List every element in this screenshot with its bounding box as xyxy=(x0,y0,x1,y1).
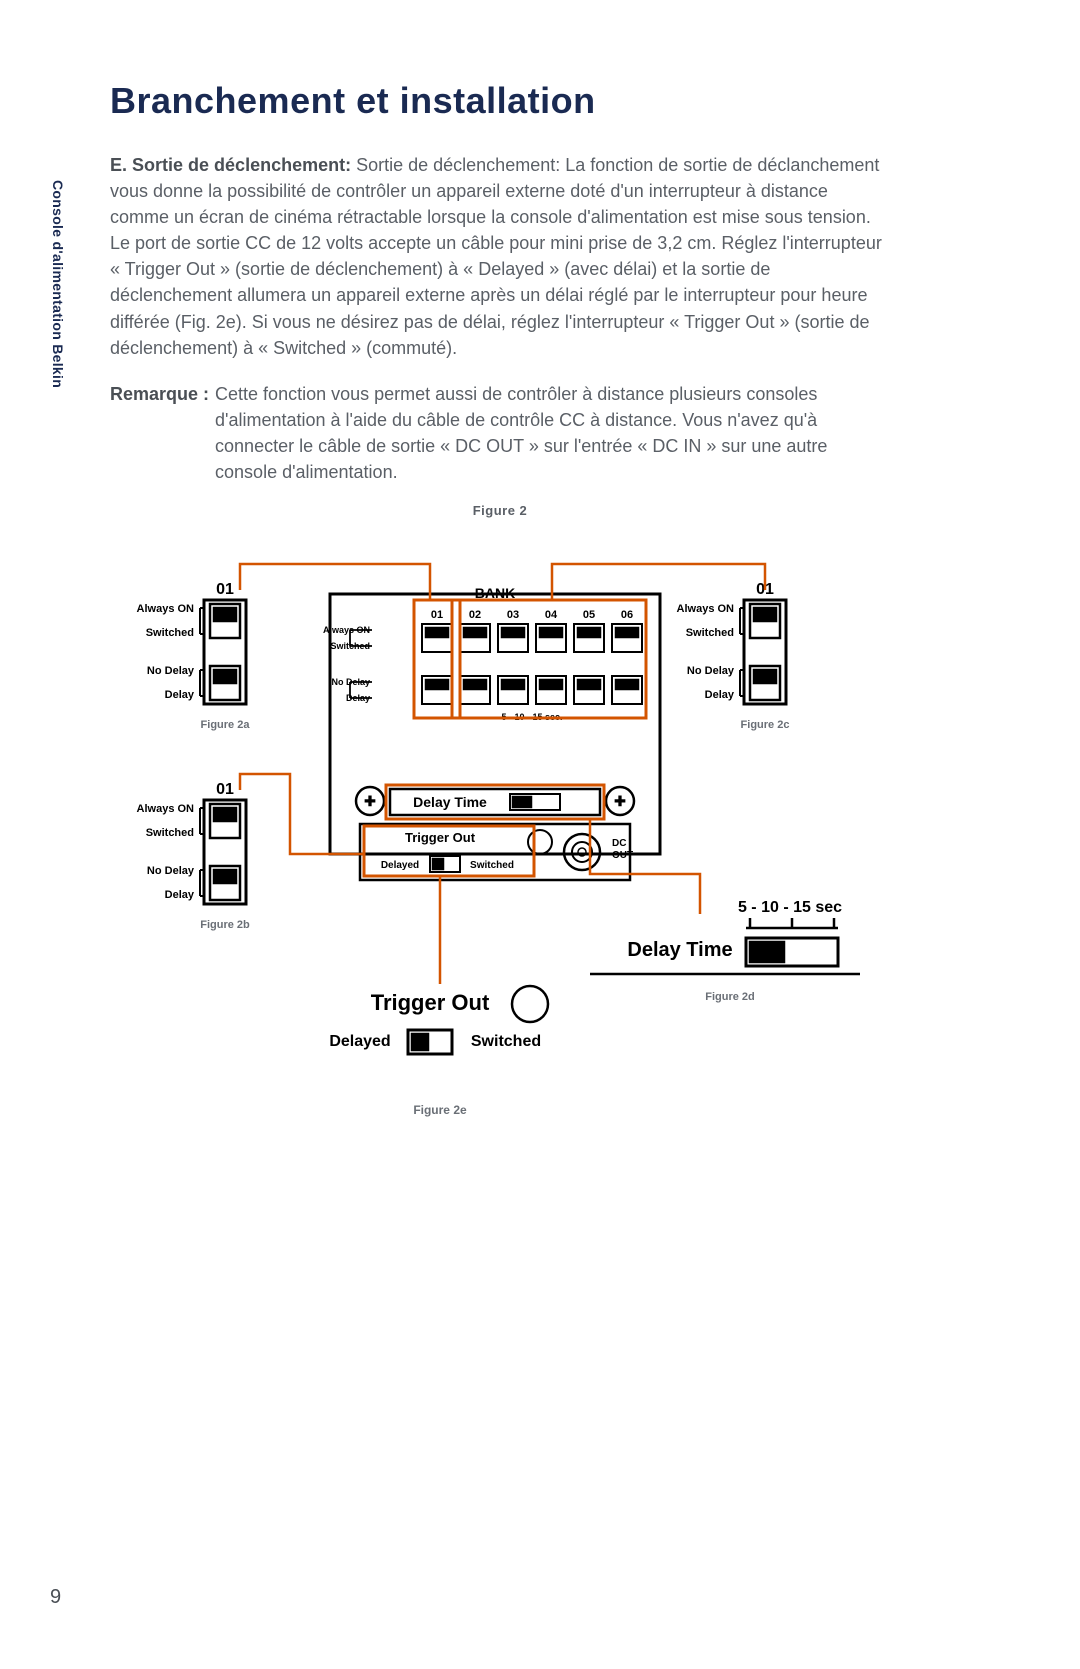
svg-text:✚: ✚ xyxy=(614,793,626,809)
svg-text:Delayed: Delayed xyxy=(381,860,419,871)
svg-text:No Delay: No Delay xyxy=(687,665,735,677)
svg-text:01: 01 xyxy=(216,581,234,598)
section-title: Sortie de déclenchement: xyxy=(132,155,351,175)
section-e-paragraph: E. Sortie de déclenchement: Sortie de dé… xyxy=(110,152,890,361)
section-body: Sortie de déclenchement: La fonction de … xyxy=(110,155,882,358)
svg-text:Delayed: Delayed xyxy=(329,1033,390,1050)
svg-text:Delay Time: Delay Time xyxy=(413,794,487,810)
svg-text:Trigger Out: Trigger Out xyxy=(405,830,476,845)
svg-text:Figure 2b: Figure 2b xyxy=(200,919,250,931)
remarque-label: Remarque : xyxy=(110,381,215,485)
svg-text:No Delay: No Delay xyxy=(147,865,195,877)
remarque-block: Remarque : Cette fonction vous permet au… xyxy=(110,381,890,485)
svg-text:Delay: Delay xyxy=(346,693,370,703)
svg-text:04: 04 xyxy=(545,609,558,621)
svg-text:Delay Time: Delay Time xyxy=(627,939,732,961)
svg-text:Switched: Switched xyxy=(330,641,370,651)
svg-text:Trigger Out: Trigger Out xyxy=(371,990,490,1015)
svg-text:Figure 2a: Figure 2a xyxy=(201,719,251,731)
svg-text:✚: ✚ xyxy=(364,793,376,809)
remarque-body: Cette fonction vous permet aussi de cont… xyxy=(215,381,890,485)
figure-2-diagram: BANK010203040506Always ONSwitchedNo Dela… xyxy=(110,524,890,1209)
svg-text:01: 01 xyxy=(431,609,443,621)
svg-text:Always ON: Always ON xyxy=(677,603,735,615)
svg-text:Always ON: Always ON xyxy=(137,603,195,615)
svg-text:Figure 2e: Figure 2e xyxy=(413,1103,467,1117)
svg-text:Always ON: Always ON xyxy=(323,625,370,635)
page-number: 9 xyxy=(50,1586,61,1609)
svg-text:OUT: OUT xyxy=(612,850,633,861)
svg-text:01: 01 xyxy=(216,781,234,798)
svg-text:Delay: Delay xyxy=(705,689,735,701)
side-tab-label: Console d'alimentation Belkin xyxy=(50,180,66,388)
svg-text:Figure 2c: Figure 2c xyxy=(741,719,790,731)
svg-text:Switched: Switched xyxy=(146,627,194,639)
section-letter: E. xyxy=(110,155,127,175)
svg-text:02: 02 xyxy=(469,609,481,621)
svg-text:06: 06 xyxy=(621,609,633,621)
svg-text:No Delay: No Delay xyxy=(147,665,195,677)
svg-text:Switched: Switched xyxy=(146,827,194,839)
svg-text:No Delay: No Delay xyxy=(331,677,370,687)
svg-text:Switched: Switched xyxy=(470,860,514,871)
svg-text:03: 03 xyxy=(507,609,519,621)
svg-text:DC: DC xyxy=(612,838,626,849)
svg-text:Always ON: Always ON xyxy=(137,803,195,815)
page-title: Branchement et installation xyxy=(110,80,890,122)
svg-text:Delay: Delay xyxy=(165,689,195,701)
svg-text:05: 05 xyxy=(583,609,595,621)
svg-text:Switched: Switched xyxy=(471,1033,541,1050)
figure-2-label: Figure 2 xyxy=(110,503,890,518)
svg-text:Figure 2d: Figure 2d xyxy=(705,991,755,1003)
svg-text:Switched: Switched xyxy=(686,627,734,639)
svg-text:5 - 10 - 15 sec: 5 - 10 - 15 sec xyxy=(738,899,842,916)
svg-text:Delay: Delay xyxy=(165,889,195,901)
